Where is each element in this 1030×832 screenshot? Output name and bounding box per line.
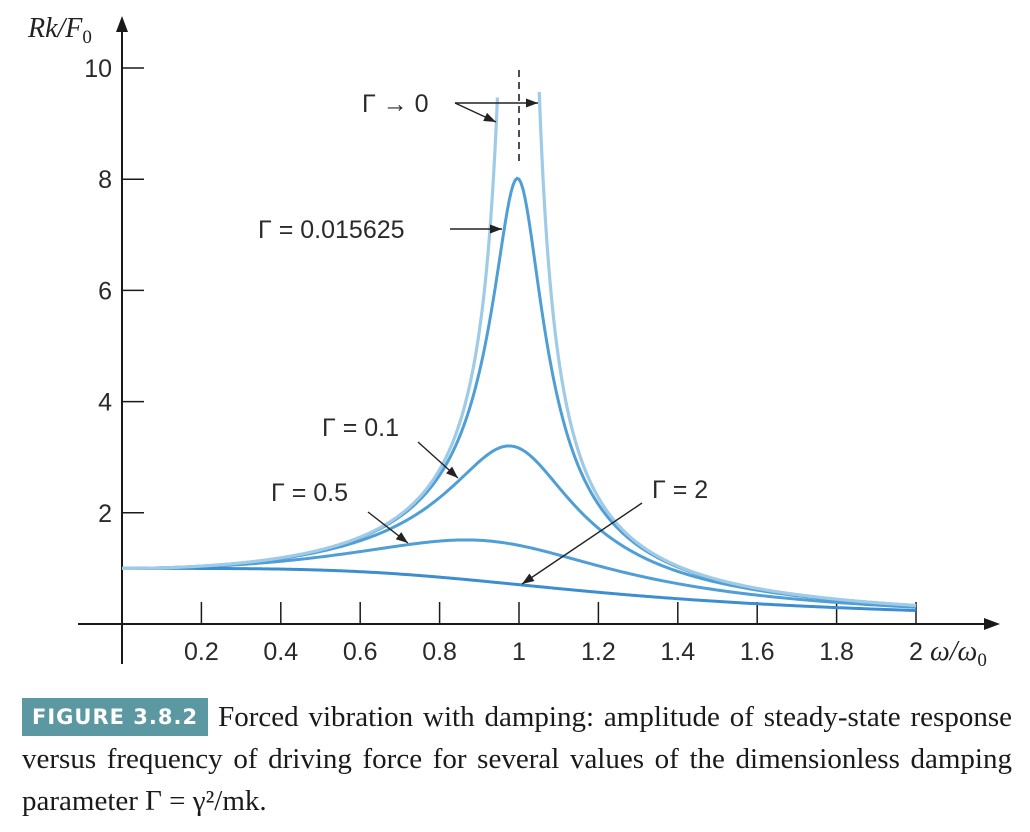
- arrow-gamma-2: [521, 502, 643, 585]
- figure-badge: FIGURE 3.8.2: [22, 698, 209, 736]
- curve-gamma-05: [122, 538, 917, 609]
- curve-gamma-2: [122, 566, 917, 613]
- x-tick-label: 0.8: [422, 638, 457, 666]
- arrow-gamma-0015625-head: [490, 224, 502, 234]
- label-gamma-zero: Γ → 0: [362, 90, 429, 118]
- x-tick-label: 2: [909, 638, 923, 666]
- y-tick-label: 8: [98, 166, 112, 194]
- x-axis-title: ω/ω0: [930, 636, 987, 671]
- caption-text: Forced vibration with damping: amplitude…: [22, 701, 1012, 817]
- x-tick-label: 0.6: [343, 638, 378, 666]
- annotations: Γ → 0 Γ = 0.015625 Γ = 0.1 Γ = 0.5 Γ = 2: [258, 70, 708, 585]
- x-tick-label: 1.6: [740, 638, 775, 666]
- label-gamma-2: Γ = 2: [652, 476, 708, 504]
- x-axis-arrow: [984, 618, 1000, 630]
- x-tick-label: 0.4: [263, 638, 298, 666]
- curve-gamma-zero-left: [122, 97, 500, 570]
- y-tick-label: 4: [98, 389, 112, 417]
- arrow-gamma-05-head: [395, 532, 408, 543]
- arrow-gamma-01-head: [446, 466, 458, 478]
- x-tick-label: 1.2: [581, 638, 616, 666]
- label-gamma-01: Γ = 0.1: [322, 414, 399, 442]
- y-axis-title: Rk/F0: [27, 13, 92, 48]
- curve-gamma-zero-right: [537, 91, 917, 608]
- label-gamma-0015625: Γ = 0.015625: [258, 216, 405, 244]
- x-tick-label: 1: [512, 638, 526, 666]
- x-tick-label: 1.4: [660, 638, 695, 666]
- figure-caption: FIGURE 3.8.2 Forced vibration with dampin…: [22, 696, 1012, 822]
- ticks: 2 4 6 8 10 0.2 0.4 0.6 0.8 1 1.2 1.4 1.6 1.8 2: [84, 55, 923, 666]
- y-axis-arrow: [116, 16, 128, 32]
- y-tick-label: 6: [98, 277, 112, 305]
- y-tick-label: 10: [84, 55, 112, 83]
- y-tick-label: 2: [98, 500, 112, 528]
- axes: [78, 16, 1000, 664]
- x-tick-label: 0.2: [184, 638, 219, 666]
- label-gamma-05: Γ = 0.5: [271, 479, 348, 507]
- arrow-gamma-zero-right-head: [526, 98, 538, 108]
- arrow-gamma-2-head: [522, 573, 535, 584]
- curve-gamma-01: [122, 444, 917, 608]
- curves: [122, 91, 917, 613]
- curve-gamma-0015625: [122, 176, 917, 608]
- x-tick-label: 1.8: [819, 638, 854, 666]
- arrow-gamma-zero-left-head: [483, 112, 496, 122]
